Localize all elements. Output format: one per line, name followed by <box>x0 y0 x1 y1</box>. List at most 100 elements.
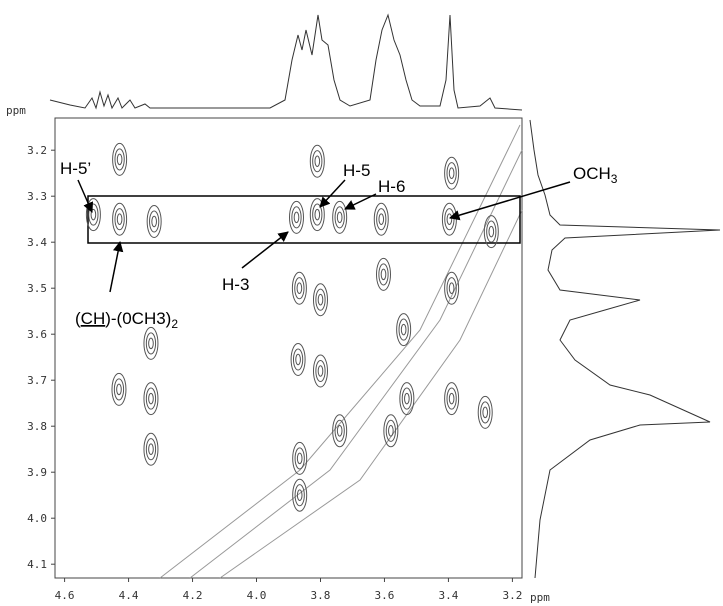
cross-peak <box>312 150 323 173</box>
cross-peak <box>312 283 328 317</box>
cross-peak <box>149 210 160 233</box>
cross-peak <box>317 365 324 377</box>
annotation-arrow <box>344 193 377 210</box>
cross-peak <box>336 425 343 437</box>
cross-peak <box>444 208 455 231</box>
annotation-part: )-(0CH3) <box>105 309 171 328</box>
annotation-part: H-5 <box>343 161 370 180</box>
cross-peak <box>145 387 157 410</box>
cross-peak <box>85 198 101 232</box>
cross-peak <box>309 198 325 232</box>
x-tick-label: 3.6 <box>375 589 395 602</box>
cross-peak <box>448 282 455 294</box>
annotation-arrow <box>241 231 289 269</box>
y-tick-label: 3.7 <box>27 374 47 387</box>
cross-peak <box>486 220 497 243</box>
cross-peak <box>444 156 460 190</box>
annotation-arrow <box>319 179 346 208</box>
cross-peak <box>482 406 489 419</box>
x-tick-label: 4.2 <box>183 589 203 602</box>
top-trace-label: ppm <box>6 104 26 117</box>
cross-peak <box>332 414 348 448</box>
x-tick-label: 4.4 <box>119 589 139 602</box>
y-tick-label: 3.6 <box>27 328 47 341</box>
annotation-arrow <box>77 179 94 213</box>
cross-peak <box>292 348 304 371</box>
cross-peak <box>114 208 125 231</box>
cross-peak <box>112 202 128 236</box>
cross-peak <box>292 478 308 512</box>
cross-peak <box>315 288 326 311</box>
cross-peak <box>398 318 409 341</box>
annotation-part: ( <box>75 309 81 328</box>
cross-peak <box>295 353 301 366</box>
cross-peak <box>116 383 122 396</box>
cross-peak <box>90 208 97 221</box>
cross-peak <box>480 401 491 424</box>
top-projection <box>49 13 523 111</box>
cross-peak <box>291 206 302 229</box>
cross-peak <box>396 313 412 347</box>
annotation-arrow <box>109 240 124 293</box>
cross-peak <box>145 332 157 355</box>
cross-peak <box>294 277 305 300</box>
cross-peak <box>375 257 391 291</box>
cross-peak <box>401 387 412 410</box>
y-tick-label: 3.4 <box>27 236 47 249</box>
cross-peak <box>314 155 321 168</box>
cross-peak <box>336 211 343 224</box>
y-tick-label: 3.8 <box>27 420 47 433</box>
annotation-part: 2 <box>171 317 178 331</box>
cross-peak <box>288 200 304 234</box>
cross-peak <box>294 447 305 470</box>
cross-peak <box>293 211 300 224</box>
cross-peak <box>448 392 455 405</box>
cross-peak <box>483 215 499 249</box>
y-tick-label: 4.1 <box>27 558 47 571</box>
right-projection <box>529 119 721 579</box>
cross-peak <box>385 419 396 442</box>
plot-frame <box>54 117 523 579</box>
cross-peak <box>151 215 157 228</box>
annotation: H-3 <box>222 275 249 294</box>
annotation-part: OCH <box>573 164 611 183</box>
diagonal <box>159 124 523 579</box>
cross-peak <box>376 208 387 231</box>
cross-peak <box>400 323 407 336</box>
cross-peak <box>448 167 455 179</box>
cross-peak <box>334 419 345 442</box>
cross-peak <box>404 392 410 405</box>
cross-peak <box>477 395 493 429</box>
cross-peak <box>446 162 457 185</box>
cross-peak <box>148 392 154 405</box>
cross-peak <box>446 213 453 225</box>
cross-peak <box>148 337 154 350</box>
y-tick-label: 4.0 <box>27 512 47 525</box>
cross-peak <box>332 200 348 234</box>
x-tick-label: 4.0 <box>247 589 267 602</box>
cross-peak <box>88 203 99 226</box>
cross-peak <box>309 144 325 178</box>
annotation: (CH)-(0CH3)2 <box>75 309 178 331</box>
cross-peak <box>378 263 389 286</box>
cross-peak <box>148 443 154 455</box>
highlight-box <box>87 195 521 244</box>
cross-peak <box>446 277 457 300</box>
x-axis-label: ppm <box>530 591 550 604</box>
annotation-part: H-5’ <box>60 159 91 178</box>
annotation-part: 3 <box>611 172 618 186</box>
annotation-part: H-6 <box>378 177 405 196</box>
cross-peak <box>383 414 399 448</box>
cross-peak <box>116 153 123 166</box>
cross-peak <box>291 271 307 305</box>
annotation-part: CH <box>81 309 106 328</box>
cross-peak <box>446 387 457 410</box>
cross-peak <box>294 484 305 507</box>
y-tick-label: 3.3 <box>27 190 47 203</box>
cross-peak <box>315 359 326 383</box>
cross-peak <box>380 268 387 281</box>
x-tick-label: 3.8 <box>311 589 331 602</box>
cross-peak <box>146 205 162 238</box>
cross-peak <box>312 354 328 388</box>
